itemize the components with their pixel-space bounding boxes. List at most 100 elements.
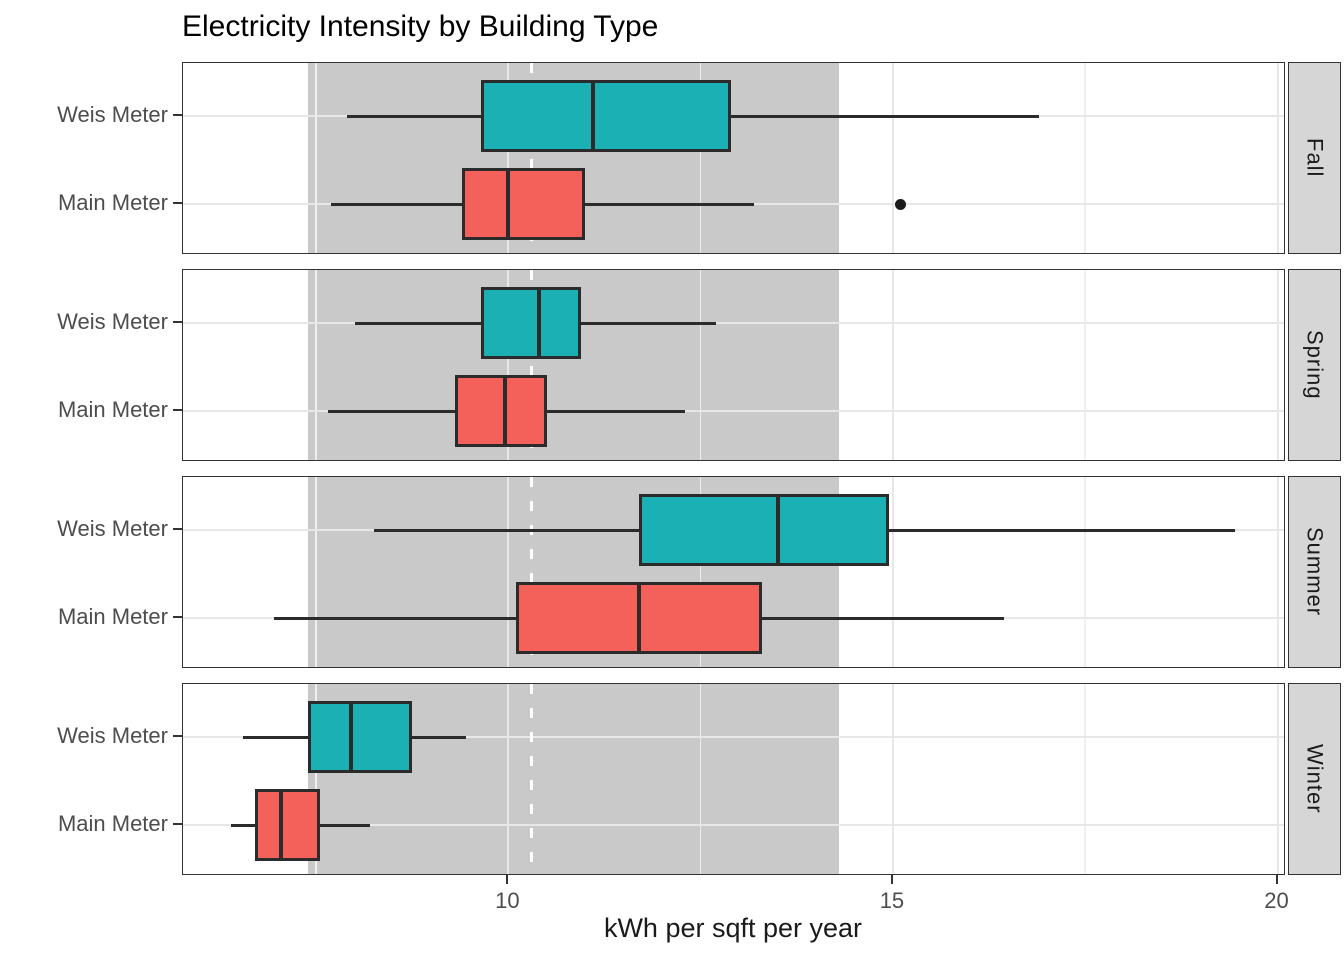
reference-dashed-line xyxy=(529,684,533,874)
median-line xyxy=(590,83,595,149)
minor-gridline xyxy=(315,270,317,460)
y-tick-mark xyxy=(173,528,182,530)
y-tick-mark xyxy=(173,114,182,116)
y-tick-mark xyxy=(173,409,182,411)
major-gridline xyxy=(1276,684,1279,874)
y-tick-mark xyxy=(173,202,182,204)
facet-panel-spring xyxy=(182,269,1285,461)
major-gridline xyxy=(1276,63,1279,253)
median-line xyxy=(506,171,511,237)
x-tick-mark xyxy=(506,875,509,884)
facet-strip-winter: Winter xyxy=(1288,683,1341,875)
whisker-high xyxy=(889,528,1236,532)
x-tick-mark xyxy=(890,875,893,884)
whisker-low xyxy=(346,114,482,118)
y-tick-label: Weis Meter xyxy=(57,723,168,748)
facet-strip-summer: Summer xyxy=(1288,476,1341,668)
whisker-high xyxy=(762,616,1005,620)
y-tick-mark xyxy=(173,616,182,618)
facet-panel-fall xyxy=(182,62,1285,254)
reference-dashed-line xyxy=(529,270,533,460)
x-tick-mark xyxy=(1275,875,1278,884)
median-line xyxy=(775,497,780,563)
row-gridline xyxy=(183,322,1284,324)
whisker-high xyxy=(319,823,370,827)
facet-panel-summer xyxy=(182,476,1285,668)
y-tick-label: Main Meter xyxy=(57,190,168,215)
facet-strip-label: Spring xyxy=(1302,330,1328,400)
whisker-high xyxy=(581,321,717,325)
major-gridline xyxy=(507,684,510,874)
minor-gridline xyxy=(315,684,317,874)
y-tick-label: Main Meter xyxy=(57,604,168,629)
facet-strip-label: Summer xyxy=(1302,527,1328,617)
minor-gridline xyxy=(1084,270,1086,460)
major-gridline xyxy=(1276,270,1279,460)
whisker-low xyxy=(331,202,463,206)
y-tick-mark xyxy=(173,321,182,323)
median-line xyxy=(637,585,642,651)
major-gridline xyxy=(507,63,510,253)
whisker-low xyxy=(231,823,255,827)
box-main xyxy=(462,168,586,240)
y-tick-label: Weis Meter xyxy=(57,516,168,541)
whisker-high xyxy=(546,409,686,413)
box-main xyxy=(454,375,547,447)
box-weis xyxy=(481,287,582,359)
y-tick-mark xyxy=(173,823,182,825)
outlier-point xyxy=(895,198,907,210)
minor-gridline xyxy=(699,270,702,460)
row-gridline xyxy=(183,824,1284,826)
whisker-low xyxy=(327,409,455,413)
whisker-high xyxy=(585,202,755,206)
median-line xyxy=(348,704,353,770)
minor-gridline xyxy=(1084,63,1086,253)
reference-dashed-line xyxy=(529,63,533,253)
box-main xyxy=(254,789,320,861)
whisker-low xyxy=(242,735,309,739)
facet-panel-winter xyxy=(182,683,1285,875)
major-gridline xyxy=(507,477,510,667)
facet-strip-label: Fall xyxy=(1302,138,1328,178)
x-tick-label: 20 xyxy=(1264,888,1289,913)
box-weis xyxy=(639,494,890,566)
whisker-high xyxy=(731,114,1040,118)
median-line xyxy=(537,290,542,356)
major-gridline xyxy=(891,477,894,667)
x-tick-label: 15 xyxy=(879,888,905,913)
major-gridline xyxy=(891,270,894,460)
minor-gridline xyxy=(699,63,702,253)
major-gridline xyxy=(507,270,510,460)
minor-gridline xyxy=(1084,477,1086,667)
chart-title: Electricity Intensity by Building Type xyxy=(182,10,659,43)
minor-gridline xyxy=(1084,684,1086,874)
whisker-low xyxy=(373,528,640,532)
whisker-high xyxy=(412,735,467,739)
median-line xyxy=(279,792,284,858)
minor-gridline xyxy=(699,477,702,667)
whisker-low xyxy=(273,616,517,620)
row-gridline xyxy=(183,736,1284,738)
x-axis-title: kWh per sqft per year xyxy=(603,913,863,943)
major-gridline xyxy=(1276,477,1279,667)
y-tick-mark xyxy=(173,735,182,737)
y-tick-label: Weis Meter xyxy=(57,309,168,334)
median-line xyxy=(502,378,507,444)
major-gridline xyxy=(891,684,894,874)
y-tick-label: Weis Meter xyxy=(57,102,168,127)
y-tick-label: Main Meter xyxy=(57,811,168,836)
facet-strip-spring: Spring xyxy=(1288,269,1341,461)
facet-strip-fall: Fall xyxy=(1288,62,1341,254)
y-tick-label: Main Meter xyxy=(57,397,168,422)
minor-gridline xyxy=(699,684,702,874)
facet-strip-label: Winter xyxy=(1302,744,1328,814)
major-gridline xyxy=(891,63,894,253)
box-main xyxy=(516,582,763,654)
row-gridline xyxy=(183,410,1284,412)
x-tick-label: 10 xyxy=(495,888,520,913)
minor-gridline xyxy=(315,63,317,253)
reference-dashed-line xyxy=(529,477,533,667)
box-weis xyxy=(481,80,732,152)
minor-gridline xyxy=(315,477,317,667)
